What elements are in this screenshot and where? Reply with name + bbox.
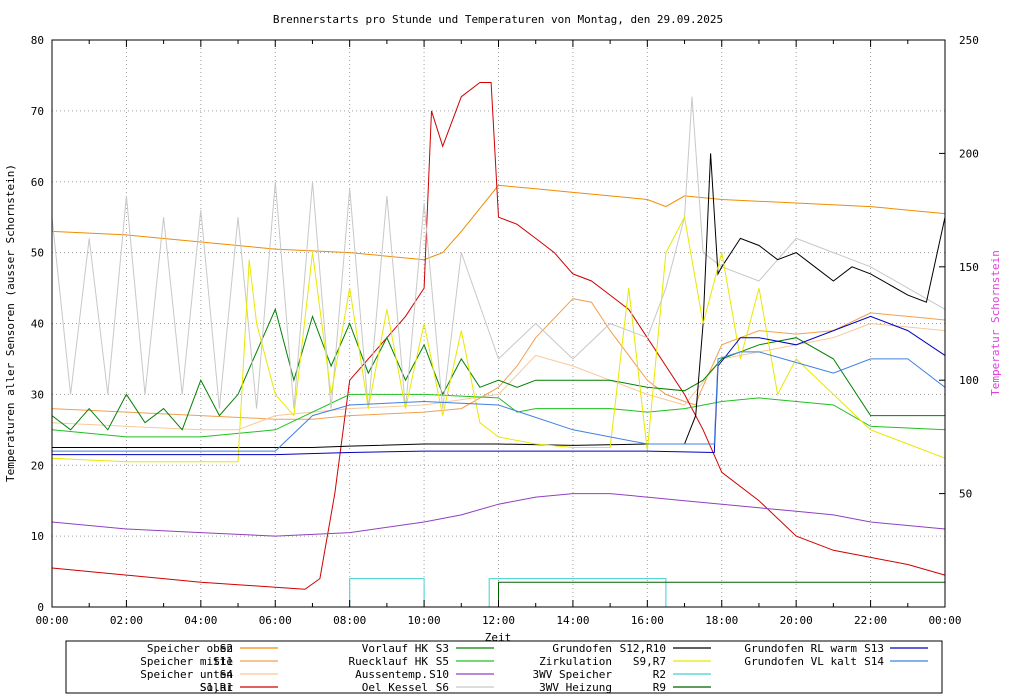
legend-code: S2	[220, 642, 233, 655]
series-line-speicher-oben	[51, 184, 946, 261]
legend-label: Grundofen VL kalt	[744, 655, 857, 668]
x-axis-label: Zeit	[485, 631, 512, 644]
legend-label: Zirkulation	[539, 655, 612, 668]
series-line-grundofen-vl-kalt	[52, 351, 946, 452]
x-tick-label: 02:00	[110, 614, 143, 627]
y-tick-label: 20	[31, 459, 44, 472]
legend-label: Aussentemp.	[355, 668, 428, 681]
y2-tick-label: 100	[959, 374, 979, 387]
legend-code: S11	[213, 655, 233, 668]
series-line-grundofen-rl-warm	[52, 315, 946, 456]
series-line-vorlauf-hk	[51, 307, 945, 431]
legend-code: S9,R7	[633, 655, 666, 668]
legend-label: Ruecklauf HK	[349, 655, 429, 668]
legend-label: Vorlauf HK	[362, 642, 429, 655]
legend-code: S14	[864, 655, 884, 668]
legend-code: S3	[436, 642, 449, 655]
y-tick-label: 50	[31, 247, 44, 260]
legend-label: Oel Kessel	[362, 681, 428, 694]
plot-frame	[51, 39, 946, 608]
x-tick-label: 08:00	[333, 614, 366, 627]
legend-box	[65, 640, 943, 694]
y2-tick-label: 50	[959, 488, 972, 501]
grid	[52, 40, 945, 607]
x-tick-label: 22:00	[854, 614, 887, 627]
x-tick-label: 06:00	[259, 614, 292, 627]
y-tick-label: 40	[31, 318, 44, 331]
legend-code: R9	[653, 681, 666, 694]
y-tick-label: 80	[31, 34, 44, 47]
legend-code: S12,R10	[620, 642, 666, 655]
legend-label: Grundofen	[552, 642, 612, 655]
legend-label: Speicher mitte	[140, 655, 233, 668]
legend-label: 3WV Heizung	[539, 681, 612, 694]
x-tick-label: 12:00	[482, 614, 515, 627]
series-layer	[51, 82, 946, 608]
y-tick-label: 10	[31, 530, 44, 543]
series-line-speicher-mitte	[51, 298, 946, 420]
series-line-grundofen	[52, 153, 946, 448]
x-tick-label: 18:00	[705, 614, 738, 627]
y-axis-label: Temperaturen aller Sensoren (ausser Scho…	[4, 164, 17, 482]
legend-code: S6	[436, 681, 449, 694]
series-line-ruecklauf-hk	[51, 393, 946, 438]
y-tick-label: 30	[31, 388, 44, 401]
series-line-zirkulation	[51, 215, 946, 463]
series-line-speicher-unten	[51, 322, 946, 431]
x-tick-label: 00:00	[928, 614, 961, 627]
axes: 0 10 20 30 40 50 60 70 80 50 100 150 200 250 00:00 02:0…	[31, 34, 979, 627]
legend-label: Speicher unten	[140, 668, 233, 681]
x-tick-label: 10:00	[408, 614, 441, 627]
legend-code: S4	[220, 668, 234, 681]
series-line-solar	[51, 82, 946, 590]
x-tick-label: 04:00	[184, 614, 217, 627]
legend-label: Solar	[200, 681, 233, 694]
chart-title: Brennerstarts pro Stunde und Temperature…	[273, 13, 723, 26]
legend-code: S1,R1	[200, 681, 233, 694]
y-tick-label: 70	[31, 105, 44, 118]
y2-axis-label: Temperatur Schornstein	[989, 250, 1002, 396]
legend-label: Grundofen RL warm	[744, 642, 857, 655]
series-line-aussentemp-	[51, 493, 946, 537]
legend-code: S13	[864, 642, 884, 655]
legend-label: 3WV Speicher	[533, 668, 613, 681]
legend-code: R2	[653, 668, 666, 681]
y2-tick-label: 150	[959, 261, 979, 274]
x-tick-label: 00:00	[35, 614, 68, 627]
y2-tick-label: 200	[959, 147, 979, 160]
y-tick-label: 0	[37, 601, 44, 614]
legend-code: S5	[436, 655, 449, 668]
y-tick-label: 60	[31, 176, 44, 189]
legend-code: S10	[429, 668, 449, 681]
x-tick-label: 16:00	[631, 614, 664, 627]
y2-tick-label: 250	[959, 34, 979, 47]
x-tick-label: 14:00	[556, 614, 589, 627]
legend-label: Speicher oben	[147, 642, 233, 655]
x-tick-label: 20:00	[780, 614, 813, 627]
